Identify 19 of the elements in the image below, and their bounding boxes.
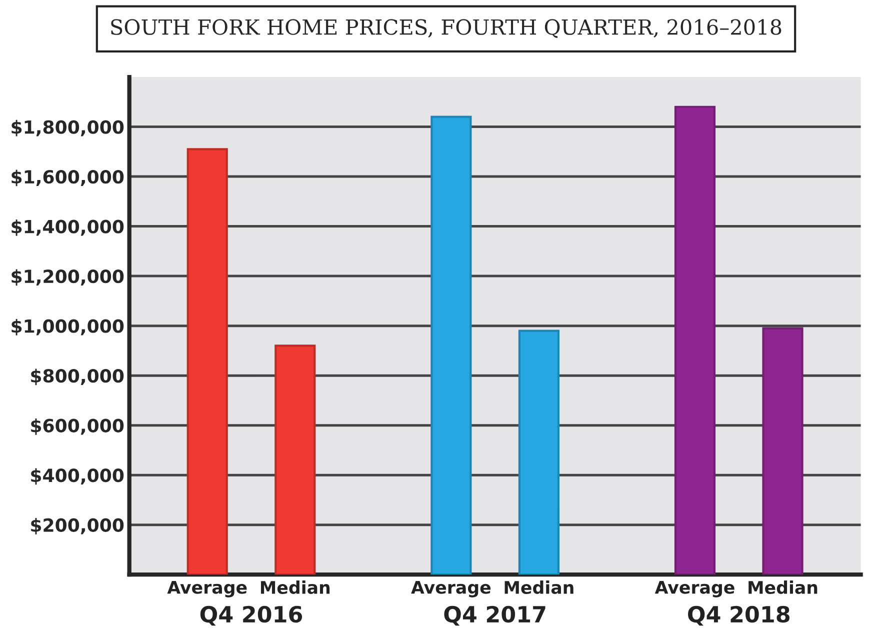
- y-tick-label: $1,800,000: [12, 120, 124, 136]
- y-tick-label: $200,000: [31, 518, 124, 534]
- y-tick-label: $1,000,000: [12, 318, 124, 336]
- y-tick-label: $400,000: [31, 468, 124, 485]
- text: Average: [411, 580, 491, 598]
- y-tick-label: $600,000: [31, 418, 124, 435]
- y-tick-label: $1,400,000: [12, 219, 124, 236]
- x-tick-label: Q4 2018: [688, 606, 790, 626]
- x-tick-label: Q4 2016: [200, 606, 302, 626]
- series-label: Median: [260, 580, 330, 594]
- text: Median: [504, 580, 574, 594]
- series-label: Average: [167, 580, 247, 598]
- text: Median: [748, 580, 818, 594]
- y-tick-label: $800,000: [31, 368, 124, 386]
- x-tick-label: Q4 2017: [444, 606, 546, 626]
- y-tick-label: $1,200,000: [12, 269, 124, 286]
- text: Average: [654, 580, 734, 598]
- y-tick-label: $1,600,000: [12, 170, 124, 186]
- chart-title: SOUTH FORK HOME PRICES, FOURTH QUARTER, 2016–2018: [111, 19, 782, 38]
